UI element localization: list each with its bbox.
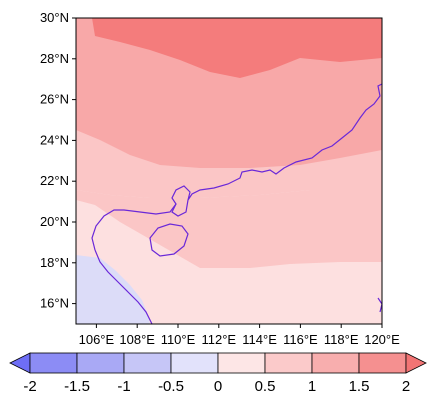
map-panel: 30°N28°N26°N24°N22°N20°N18°N16°N 106°E 10… [40, 10, 400, 347]
colorbar-swatch [29, 352, 78, 374]
colorbar-label: 2 [402, 378, 410, 395]
coastline [91, 83, 382, 251]
colorbar-label: -0.5 [158, 378, 184, 395]
lon-tick-label: 108°E [119, 332, 155, 347]
lat-tick-label: 22°N [40, 173, 69, 188]
contour-band-neg [76, 255, 150, 324]
lon-tick-label: 120°E [364, 332, 400, 347]
hainan-island [149, 223, 189, 257]
lon-tick-label: 116°E [283, 332, 318, 347]
lat-tick-label: 30°N [40, 10, 69, 25]
colorbar-label: 1.5 [349, 378, 370, 395]
colorbar-swatch [123, 352, 172, 374]
colorbar-swatch [76, 352, 125, 374]
colorbar-label: 0 [214, 378, 222, 395]
lon-axis: 106°E 108°E 110°E 112°E 114°E 116°E 118°E 120°E [79, 324, 400, 347]
map-frame [75, 17, 383, 325]
contour-band-1.5-2 [92, 18, 382, 78]
lon-tick-label: 118°E [324, 332, 359, 347]
lat-axis: 30°N 28°N 26°N 24°N 22°N 20°N 18°N 16°N [40, 10, 76, 311]
colorbar-swatch [264, 352, 313, 374]
colorbar-label: 1 [308, 378, 316, 395]
contour-band-0.5-1 [76, 183, 382, 268]
colorbar-arrow-high [405, 352, 427, 374]
colorbar-arrow-low [9, 352, 31, 374]
colorbar-swatch [170, 352, 219, 374]
lat-tick-label: 24°N [40, 132, 69, 147]
colorbar-swatch [311, 352, 360, 374]
colorbar-swatch [358, 352, 407, 374]
coastline-vietnam [94, 249, 153, 324]
colorbar-label: -2 [23, 378, 36, 395]
gulf-inlet [171, 199, 189, 217]
colorbar-label: -1.5 [64, 378, 90, 395]
colorbar: -2 -1.5 -1 -0.5 0 0.5 1 1.5 2 [9, 352, 427, 395]
lon-tick-label: 106°E [79, 332, 115, 347]
lat-tick-label: 20°N [40, 214, 69, 229]
lat-tick-label: 26°N [40, 92, 69, 107]
lat-tick-label: 16°N [40, 296, 69, 311]
lon-tick-label: 110°E [161, 332, 196, 347]
lon-tick-label: 112°E [201, 332, 236, 347]
lon-tick-label: 114°E [242, 332, 277, 347]
lat-tick-label: 28°N [40, 51, 69, 66]
colorbar-label: -1 [117, 378, 130, 395]
contour-fill [76, 18, 382, 324]
lat-tick-label: 18°N [40, 255, 69, 270]
colorbar-swatch [217, 352, 266, 374]
colorbar-label: 0.5 [255, 378, 276, 395]
taiwan-edge [377, 297, 382, 313]
